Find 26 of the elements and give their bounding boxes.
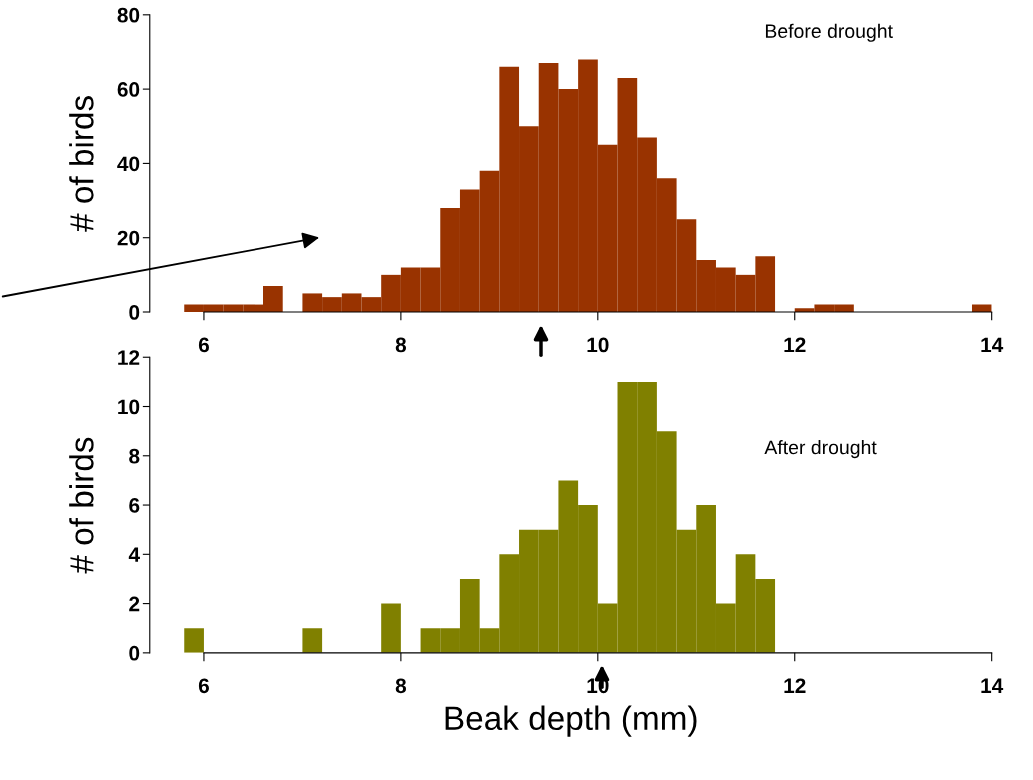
x-tick-label: 10 <box>587 337 609 353</box>
x-tick-label: 12 <box>784 337 806 353</box>
x-tick-label: 8 <box>395 337 407 353</box>
y-tick-label: 20 <box>117 230 140 246</box>
x-tick-label: 14 <box>981 337 1004 353</box>
x-tick-label: 6 <box>198 678 209 694</box>
y-tick-label: 0 <box>129 645 140 661</box>
y-tick-label: 4 <box>128 547 140 562</box>
x-tick-label: 8 <box>395 678 407 694</box>
y-tick-label: 0 <box>129 305 140 320</box>
y-axis-title: # of birds <box>69 96 94 232</box>
y-tick-label: 80 <box>117 7 140 23</box>
y-tick-label: 60 <box>117 82 140 97</box>
y-tick-label: 8 <box>129 448 140 464</box>
x-axis-title: Beak depth (mm) <box>445 705 697 737</box>
y-tick-label: 6 <box>129 498 140 513</box>
y-axis-title: # of birds <box>69 437 94 574</box>
x-tick-label: 14 <box>981 678 1004 693</box>
annotation: Before drought <box>765 23 893 42</box>
y-tick-label: 2 <box>129 596 140 612</box>
x-tick-label: 12 <box>784 678 806 693</box>
annotation: After drought <box>764 440 877 459</box>
y-tick-label: 40 <box>117 156 140 172</box>
y-tick-label: 10 <box>118 399 140 415</box>
x-tick-label: 6 <box>198 337 209 353</box>
y-tick-label: 12 <box>118 350 140 365</box>
